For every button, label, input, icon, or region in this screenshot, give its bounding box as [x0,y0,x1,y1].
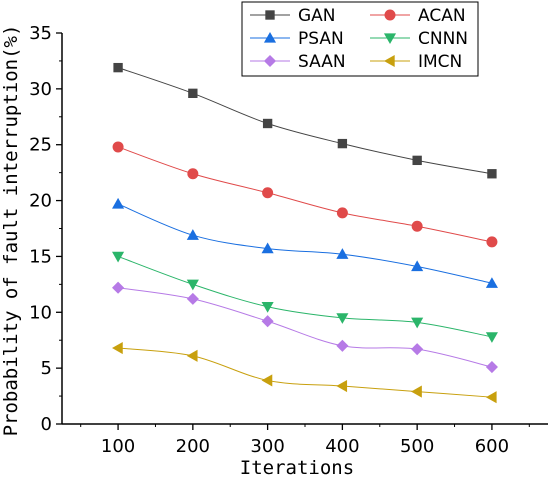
data-point-cnnn [336,313,349,324]
legend-marker-gan [265,10,275,20]
legend-marker-cnnn [383,33,397,45]
data-point-saan [336,339,349,352]
data-point-gan [412,155,422,166]
data-point-gan [262,118,273,129]
series-psan [112,197,498,288]
data-point-acan [336,207,348,219]
data-point-cnnn [112,251,125,263]
data-point-cnnn [186,279,199,291]
data-point-saan [261,315,274,328]
legend-label-psan: PSAN [298,29,344,49]
series-acan [112,141,498,248]
data-point-saan [485,360,498,374]
legend-label-gan: GAN [298,6,336,26]
data-point-acan [411,220,423,232]
series-line-gan [117,67,493,175]
data-point-imcn [261,374,273,387]
data-point-saan [112,281,125,294]
data-point-imcn [112,341,123,355]
plot-area [112,62,498,404]
x-axis-title: Iterations [240,457,354,479]
legend-marker-imcn [383,54,395,68]
y-axis-title: Probability of fault interruption(%) [0,25,22,437]
y-tick-label: 0 [41,414,52,435]
data-point-psan [261,242,274,254]
data-point-psan [411,260,424,272]
series-line-psan [117,203,493,284]
data-point-saan [411,343,424,356]
legend-label-saan: SAAN [298,52,346,72]
y-tick-label: 5 [41,358,52,379]
data-point-saan [186,292,199,305]
legend-marker-saan [263,54,277,68]
legend-marker-psan [263,31,277,43]
axes: 100 200 300 400 500 600 0 5 10 15 20 25 30 35 [29,23,548,457]
series-line-saan [118,287,493,368]
data-point-cnnn [485,332,498,343]
data-point-imcn [485,391,497,404]
data-point-gan [113,62,123,73]
legend-box [241,1,479,77]
data-point-imcn [336,379,348,393]
x-tick-label: 400 [325,436,359,457]
y-tick-label: 25 [29,135,52,156]
legend-label-imcn: IMCN [418,52,462,72]
x-tick-label: 600 [475,436,509,457]
data-point-acan [112,141,124,153]
x-tick-label: 500 [400,436,434,457]
data-point-gan [487,169,497,179]
series-line-imcn [118,347,492,398]
legend-label-cnnn: CNNN [418,29,468,49]
legend-marker-acan [384,9,396,21]
data-point-psan [485,277,498,288]
data-point-cnnn [261,302,274,313]
x-tick-label: 100 [101,436,135,457]
series-cnnn [112,251,498,343]
series-gan [113,62,497,179]
series-saan [112,281,498,374]
data-point-imcn [186,349,198,362]
data-point-psan [112,197,125,209]
y-tick-label: 10 [29,302,52,323]
data-point-acan [486,236,498,248]
series-line-cnnn [117,255,493,338]
y-tick-label: 15 [29,246,52,267]
x-tick-label: 300 [250,436,284,457]
y-tick-label: 35 [29,23,52,44]
data-point-acan [187,168,199,180]
series-line-acan [117,146,493,243]
y-tick-label: 20 [29,191,52,212]
data-point-psan [336,248,349,259]
x-tick-label: 200 [176,436,210,457]
data-point-psan [186,229,199,240]
series-imcn [112,341,497,404]
y-tick-label: 30 [29,79,52,100]
data-point-gan [188,88,198,99]
data-point-gan [337,138,348,149]
legend: GAN ACAN PSAN CNNN SAAN IMCN [241,1,479,77]
data-point-cnnn [411,317,424,329]
data-point-imcn [411,385,422,398]
data-point-acan [262,187,274,199]
legend-label-acan: ACAN [418,6,466,26]
